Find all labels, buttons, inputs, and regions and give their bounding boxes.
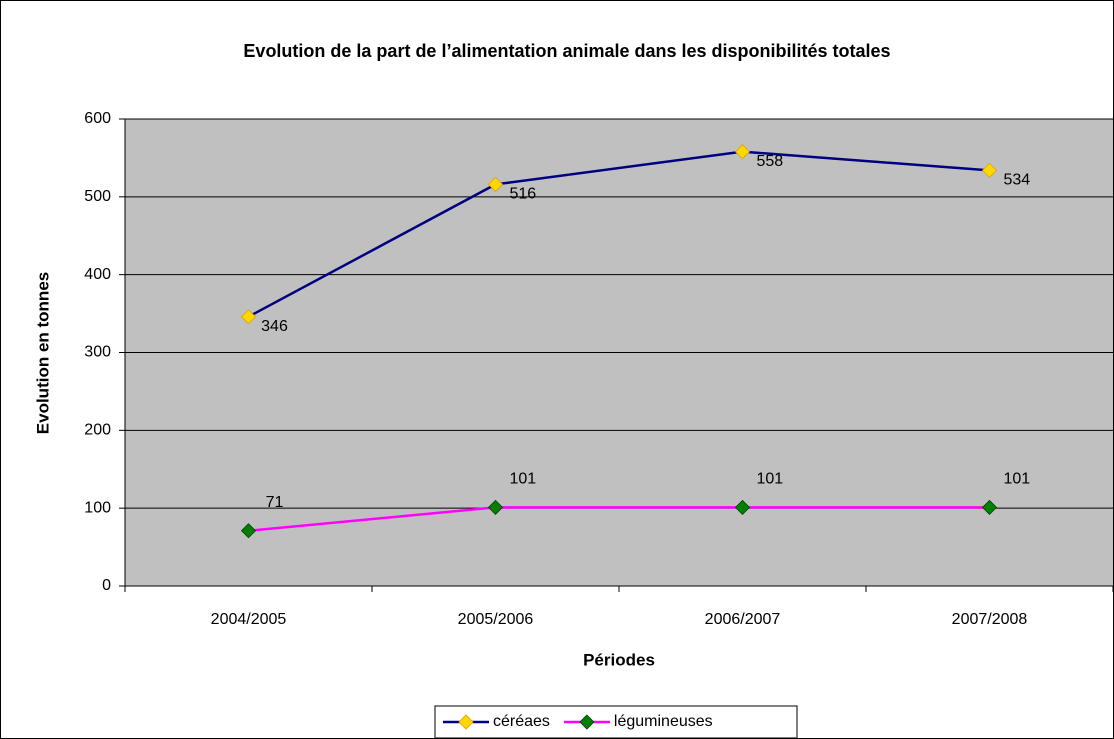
legend-label: légumineuses [614, 713, 713, 730]
legend-label: céréaes [493, 713, 550, 730]
data-label: 101 [1004, 471, 1031, 488]
marker [981, 499, 998, 515]
marker [240, 523, 257, 539]
legend-box [434, 705, 798, 739]
marker [734, 499, 751, 515]
y-tick-label: 300 [84, 344, 111, 361]
data-label: 101 [510, 471, 537, 488]
series-line [247, 150, 990, 318]
x-tick-label: 2006/2007 [705, 611, 781, 628]
series-line [248, 506, 990, 532]
marker [734, 144, 751, 160]
x-tick-label: 2004/2005 [211, 611, 287, 628]
data-label: 516 [510, 186, 537, 203]
chart-title: Evolution de la part de l’alimentation a… [243, 41, 890, 61]
data-label: 71 [266, 494, 284, 511]
x-tick-label: 2007/2008 [952, 611, 1028, 628]
legend-marker [579, 714, 595, 730]
marker [240, 309, 257, 325]
y-tick-label: 100 [84, 499, 111, 516]
data-label: 558 [757, 153, 784, 170]
data-label: 346 [261, 318, 288, 335]
data-label: 101 [757, 471, 784, 488]
y-tick-label: 400 [84, 266, 111, 283]
y-tick-label: 0 [102, 577, 111, 594]
x-axis-title: Périodes [583, 650, 655, 669]
y-tick-label: 200 [84, 422, 111, 439]
marker [487, 176, 504, 192]
data-label: 534 [1004, 172, 1031, 189]
y-tick-label: 600 [84, 110, 111, 127]
marker [981, 162, 998, 178]
y-tick-label: 500 [84, 188, 111, 205]
legend-marker [458, 714, 474, 730]
x-tick-label: 2005/2006 [458, 611, 534, 628]
marker [487, 499, 504, 515]
y-axis-title: Evolution en tonnes [33, 272, 52, 434]
